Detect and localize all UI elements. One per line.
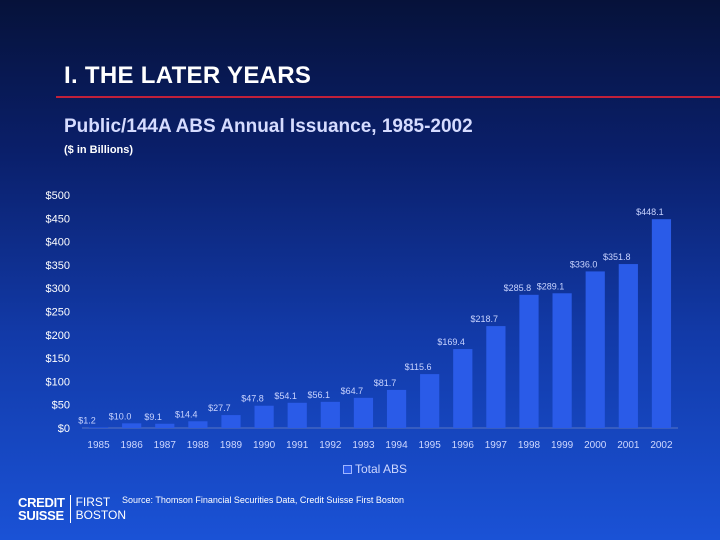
bar <box>188 421 208 428</box>
y-tick-label: $300 <box>46 283 70 295</box>
data-label: $115.6 <box>405 362 432 372</box>
bar <box>585 271 605 428</box>
source-note: Source: Thomson Financial Securities Dat… <box>122 495 404 505</box>
x-tick-label: 2000 <box>584 440 607 451</box>
bar <box>420 374 440 428</box>
x-tick-label: 1993 <box>352 440 375 451</box>
x-tick-label: 1994 <box>385 440 408 451</box>
data-label: $285.8 <box>504 283 532 293</box>
y-tick-label: $350 <box>46 260 70 272</box>
data-label: $448.1 <box>636 207 664 217</box>
chart-legend: Total ABS <box>343 462 407 476</box>
company-logo: CREDIT SUISSE FIRST BOSTON <box>18 495 126 523</box>
bar <box>320 401 340 428</box>
chart-subtitle: ($ in Billions) <box>64 144 134 156</box>
logo-text-first: FIRST <box>75 495 111 509</box>
data-label: $289.1 <box>537 281 565 291</box>
y-tick-label: $200 <box>46 330 70 342</box>
y-tick-label: $400 <box>46 237 70 249</box>
data-label: $64.7 <box>341 386 364 396</box>
x-tick-label: 2001 <box>617 440 640 451</box>
bar <box>221 415 241 428</box>
y-tick-label: $250 <box>46 307 70 319</box>
x-tick-label: 1989 <box>220 440 243 451</box>
bar <box>254 405 274 428</box>
bar <box>88 427 109 428</box>
bar <box>552 293 572 428</box>
data-label: $9.1 <box>144 412 162 422</box>
bar <box>618 264 638 428</box>
data-label: $351.8 <box>603 252 631 262</box>
x-tick-label: 1991 <box>286 440 309 451</box>
x-tick-label: 1990 <box>253 440 276 451</box>
x-tick-label: 1997 <box>485 440 508 451</box>
logo-text-suisse: SUISSE <box>18 508 64 523</box>
bar <box>155 423 175 428</box>
bar <box>651 219 672 428</box>
x-tick-label: 1992 <box>319 440 342 451</box>
y-tick-label: $50 <box>52 400 70 412</box>
x-tick-label: 1988 <box>187 440 210 451</box>
data-label: $14.4 <box>175 409 198 419</box>
x-tick-label: 1987 <box>154 440 177 451</box>
y-tick-label: $450 <box>46 213 70 225</box>
y-tick-label: $0 <box>58 423 70 435</box>
title-divider <box>56 96 720 98</box>
data-label: $169.4 <box>437 337 465 347</box>
data-label: $54.1 <box>274 391 297 401</box>
slide-title: I. THE LATER YEARS <box>64 62 312 89</box>
x-tick-label: 1986 <box>121 440 144 451</box>
bar <box>486 326 506 428</box>
chart-title: Public/144A ABS Annual Issuance, 1985-20… <box>64 116 473 137</box>
bar <box>386 389 407 428</box>
bar <box>453 349 473 428</box>
data-label: $1.2 <box>78 415 96 425</box>
data-label: $81.7 <box>374 378 397 388</box>
logo-text-boston: BOSTON <box>75 508 127 522</box>
bar <box>122 423 142 428</box>
x-tick-label: 1995 <box>419 440 442 451</box>
bar <box>519 294 539 428</box>
x-tick-label: 1996 <box>452 440 475 451</box>
x-tick-label: 1998 <box>518 440 541 451</box>
data-label: $218.7 <box>471 314 499 324</box>
y-tick-label: $500 <box>46 190 70 202</box>
bar <box>287 402 307 428</box>
x-tick-label: 1985 <box>87 440 110 451</box>
x-tick-label: 1999 <box>551 440 574 451</box>
data-label: $27.7 <box>208 403 231 413</box>
data-label: $10.0 <box>109 411 132 421</box>
legend-label: Total ABS <box>355 462 408 476</box>
logo-text-credit: CREDIT <box>18 495 65 510</box>
bar <box>353 397 374 428</box>
x-tick-label: 2002 <box>650 440 673 451</box>
data-label: $47.8 <box>241 394 264 404</box>
y-tick-label: $100 <box>46 376 70 388</box>
data-label: $336.0 <box>570 259 598 269</box>
y-tick-label: $150 <box>46 353 70 365</box>
data-label: $56.1 <box>307 390 330 400</box>
legend-swatch <box>343 464 352 474</box>
logo-divider <box>69 495 71 523</box>
